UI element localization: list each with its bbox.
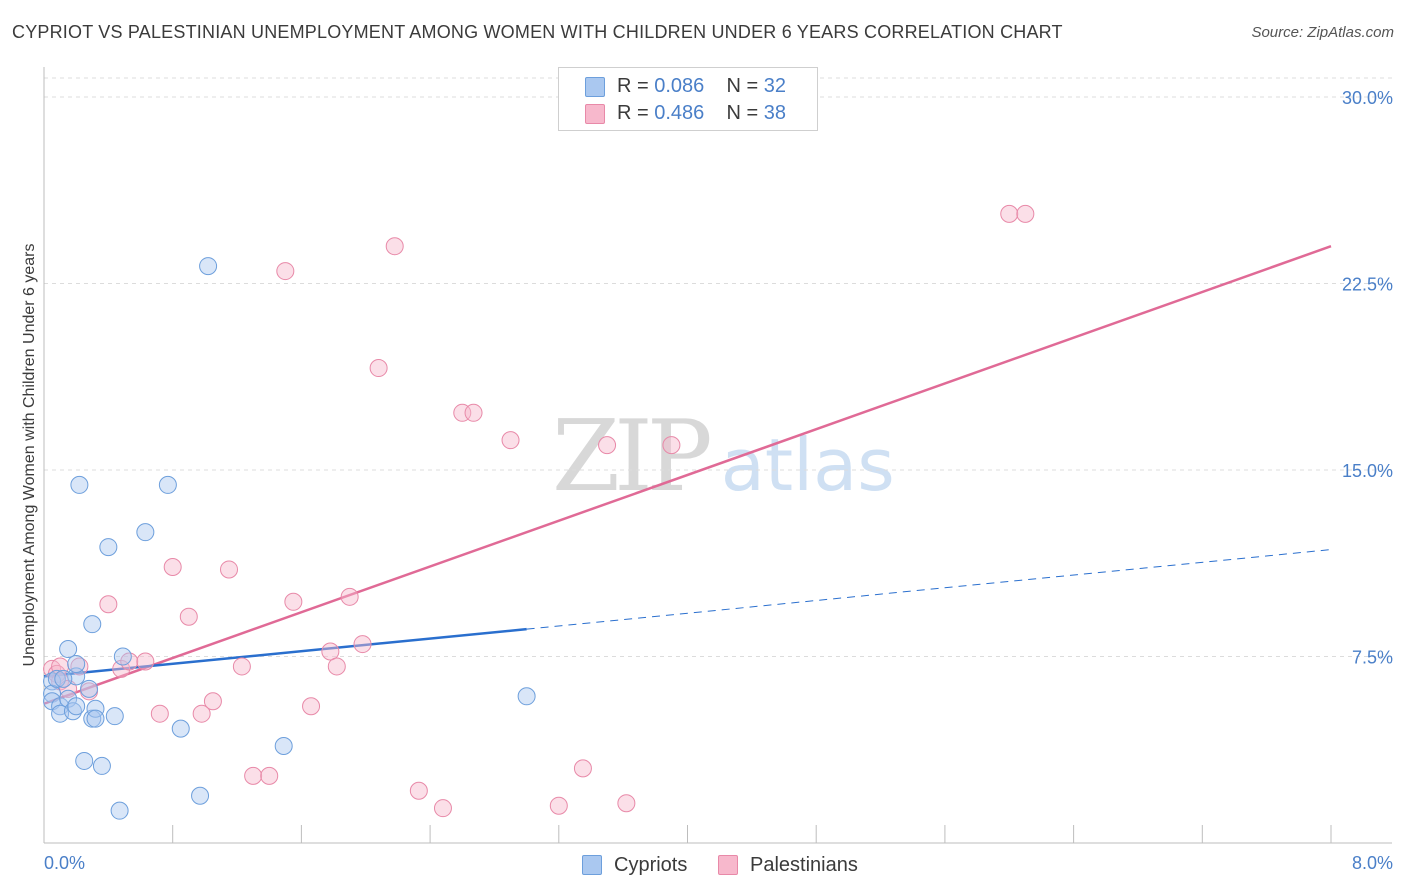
data-point-cypriots: [274, 737, 293, 756]
data-point-palestinians: [617, 794, 636, 813]
data-points: [43, 204, 1035, 820]
data-point-palestinians: [260, 766, 279, 785]
bottom-legend-cypriots: Cypriots: [582, 852, 687, 878]
watermark-atlas: atlas: [720, 423, 895, 507]
data-point-cypriots: [92, 756, 111, 775]
legend-n-label: N =: [726, 74, 764, 97]
data-point-cypriots: [83, 615, 102, 634]
data-point-cypriots: [70, 475, 89, 494]
bottom-legend-label-palestinians: Palestinians: [750, 853, 858, 876]
data-point-palestinians: [220, 560, 239, 579]
data-point-cypriots: [517, 687, 536, 706]
data-point-palestinians: [136, 652, 155, 671]
x-tick-label: 0.0%: [44, 853, 85, 873]
data-point-cypriots: [59, 640, 78, 659]
x-tick-label: 8.0%: [1352, 853, 1393, 873]
data-point-cypriots: [80, 679, 99, 698]
y-tick-label: 15.0%: [1342, 461, 1393, 481]
axes: [43, 67, 1392, 844]
legend-text: R = 0.486 N = 38: [617, 102, 786, 125]
data-point-palestinians: [464, 403, 483, 422]
data-point-cypriots: [158, 475, 177, 494]
data-point-cypriots: [75, 751, 94, 770]
data-point-palestinians: [203, 692, 222, 711]
data-point-palestinians: [276, 262, 295, 281]
grid-lines: [44, 77, 1392, 657]
legend-text: R = 0.086 N = 32: [617, 75, 786, 98]
data-point-palestinians: [409, 781, 428, 800]
data-point-cypriots: [199, 257, 218, 276]
y-axis-label: Unemployment Among Women with Children U…: [21, 243, 38, 666]
data-point-palestinians: [598, 436, 617, 455]
legend-n-value: 38: [763, 101, 787, 124]
data-point-cypriots: [86, 699, 105, 718]
legend-r-label: R =: [617, 74, 655, 97]
data-point-palestinians: [662, 436, 681, 455]
data-point-palestinians: [501, 431, 520, 450]
data-point-palestinians: [179, 607, 198, 626]
data-point-cypriots: [47, 669, 66, 688]
trend-lines: [43, 245, 1332, 705]
trend-line-cypriots-dashed: [526, 549, 1332, 630]
data-point-palestinians: [433, 799, 452, 818]
data-point-palestinians: [385, 237, 404, 256]
legend-row-cypriots: R = 0.086 N = 32: [585, 73, 786, 99]
data-point-palestinians: [340, 587, 359, 606]
correlation-legend: R = 0.086 N = 32 R = 0.486 N = 38: [558, 67, 818, 131]
data-point-palestinians: [353, 635, 372, 654]
bottom-legend-swatch-palestinians: [718, 855, 738, 875]
data-point-cypriots: [67, 654, 86, 673]
bottom-legend-swatch-cypriots: [582, 855, 602, 875]
data-point-cypriots: [105, 707, 124, 726]
data-point-cypriots: [67, 697, 86, 716]
legend-r-value: 0.086: [654, 74, 705, 97]
data-point-palestinians: [70, 657, 89, 676]
chart-title: CYPRIOT VS PALESTINIAN UNEMPLOYMENT AMON…: [12, 22, 1063, 42]
legend-row-palestinians: R = 0.486 N = 38: [585, 100, 786, 126]
tick-labels: 7.5% 15.0% 22.5% 30.0% 0.0% 8.0%: [44, 88, 1393, 873]
legend-swatch-cypriots: [585, 77, 605, 97]
data-point-palestinians: [284, 592, 303, 611]
legend-swatch-palestinians: [585, 104, 605, 124]
data-point-cypriots: [43, 672, 62, 691]
bottom-legend-palestinians: Palestinians: [718, 852, 858, 878]
data-point-cypriots: [191, 786, 210, 805]
data-point-cypriots: [171, 719, 190, 738]
data-point-palestinians: [192, 704, 211, 723]
data-point-palestinians: [321, 642, 340, 661]
data-point-palestinians: [244, 766, 263, 785]
data-point-palestinians: [549, 796, 568, 815]
data-point-cypriots: [86, 709, 105, 728]
data-point-cypriots: [99, 538, 118, 557]
data-point-palestinians: [573, 759, 592, 778]
data-point-palestinians: [369, 359, 388, 378]
y-tick-label: 22.5%: [1342, 275, 1393, 295]
data-point-palestinians: [99, 595, 118, 614]
data-point-cypriots: [63, 702, 82, 721]
data-point-cypriots: [113, 647, 132, 666]
data-point-palestinians: [327, 657, 346, 676]
data-point-cypriots: [54, 669, 73, 688]
source-label: Source: ZipAtlas.com: [1251, 24, 1394, 41]
legend-n-value: 32: [763, 74, 787, 97]
y-tick-label: 30.0%: [1342, 88, 1393, 108]
legend-n-label: N =: [726, 101, 764, 124]
data-point-palestinians: [150, 704, 169, 723]
data-point-palestinians: [1016, 204, 1035, 223]
trend-line-palestinians: [43, 245, 1332, 705]
data-point-cypriots: [110, 801, 129, 820]
data-point-palestinians: [163, 557, 182, 576]
bottom-legend-label-cypriots: Cypriots: [614, 853, 688, 876]
legend-r-label: R =: [617, 101, 655, 124]
data-point-palestinians: [302, 697, 321, 716]
data-point-palestinians: [232, 657, 251, 676]
data-point-cypriots: [136, 523, 155, 542]
y-tick-label: 7.5%: [1352, 648, 1393, 668]
data-point-palestinians: [1000, 204, 1019, 223]
legend-r-value: 0.486: [654, 101, 705, 124]
